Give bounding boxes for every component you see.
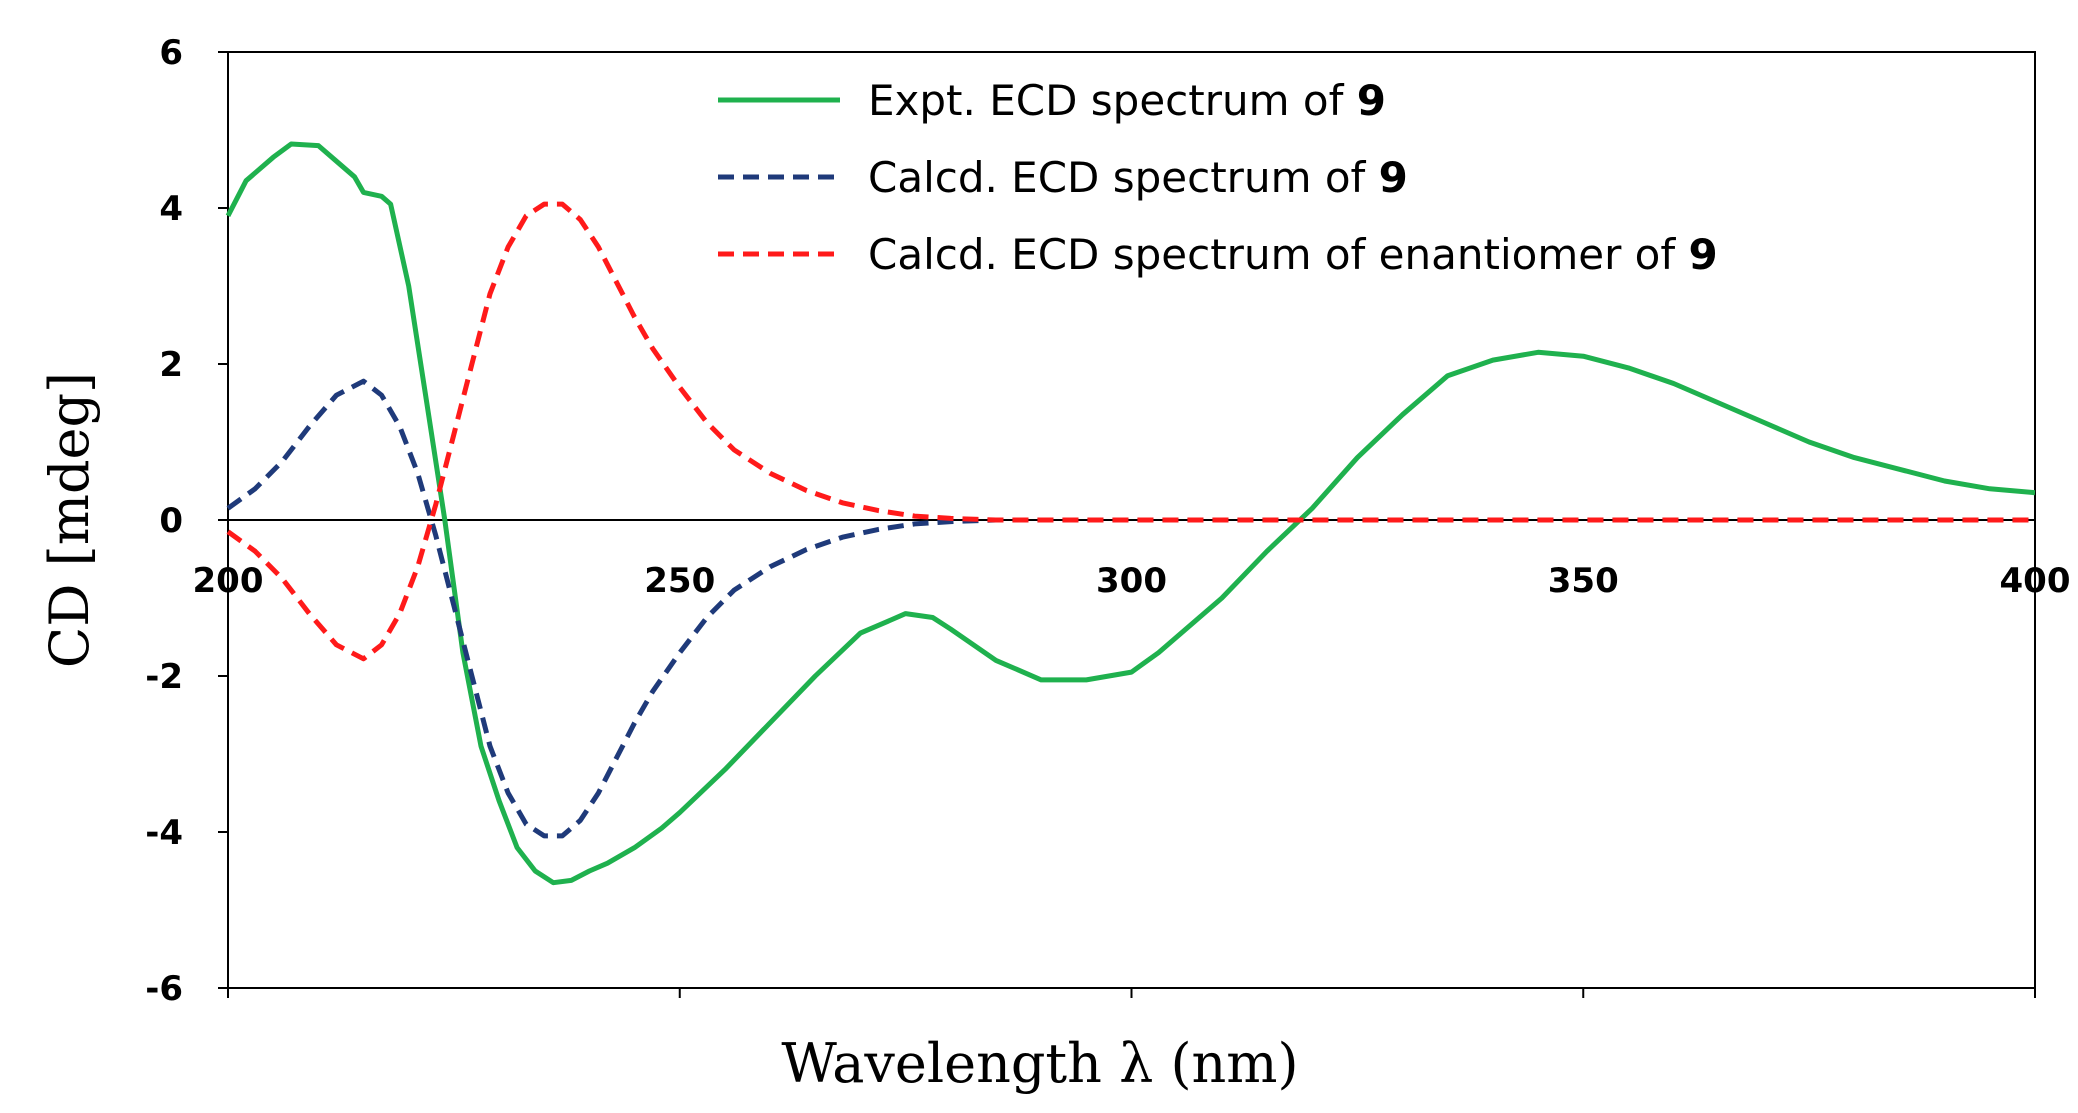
series-line-2 [226, 378, 2035, 839]
legend-label-3: Calcd. ECD spectrum of enantiomer of 9 [868, 230, 1718, 279]
y-tick-label: -4 [145, 813, 183, 853]
plot-area: 6 4 2 0 -2 -4 -6 200 250 300 350 400 Expt. ECD spect… [145, 33, 2070, 1009]
x-tick-label: 200 [193, 561, 264, 601]
x-tick-label: 300 [1096, 561, 1167, 601]
legend-label-2: Calcd. ECD spectrum of 9 [868, 153, 1408, 202]
y-tick-label: -6 [145, 969, 183, 1009]
legend-label-1: Expt. ECD spectrum of 9 [868, 76, 1386, 125]
y-axis-title: CD [mdeg] [38, 372, 101, 668]
y-tick-label: -2 [145, 657, 183, 697]
series-line-1 [225, 141, 2036, 886]
x-tick-label: 400 [2000, 561, 2071, 601]
x-tick-label: 350 [1548, 561, 1619, 601]
x-axis-title: Wavelength λ (nm) [781, 1032, 1298, 1095]
x-tick-label: 250 [644, 561, 715, 601]
series-line-3 [226, 201, 2035, 662]
y-tick-label: 2 [159, 345, 183, 385]
y-tick-label: 4 [159, 189, 183, 229]
y-tick-label: 0 [159, 501, 183, 541]
y-tick-label: 6 [159, 33, 183, 73]
